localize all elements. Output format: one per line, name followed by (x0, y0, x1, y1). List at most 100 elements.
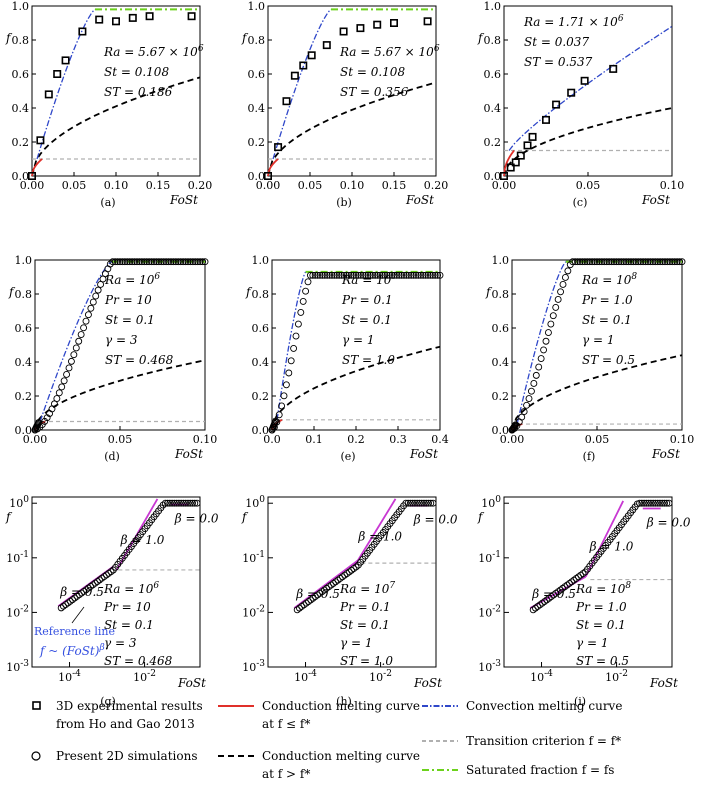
experimental-marker-icon (32, 701, 41, 710)
simulation-point (107, 568, 115, 576)
simulation-point (138, 258, 146, 266)
simulation-point (661, 258, 669, 266)
reference-line-label: Reference line (34, 625, 115, 638)
simulation-point (278, 402, 286, 410)
conduction-curve-high (267, 81, 437, 177)
simulation-point (557, 288, 565, 296)
legend-label: Present 2D simulations (56, 749, 197, 763)
simulation-point (170, 499, 178, 507)
conduction-curve-high (34, 359, 206, 431)
experimental-point (44, 90, 53, 99)
simulation-point (87, 583, 95, 590)
simulation-point (622, 258, 630, 266)
simulation-point (109, 258, 117, 266)
simulation-point (559, 281, 567, 288)
simulation-point (402, 271, 410, 279)
convection-curve (276, 271, 307, 420)
simulation-point (345, 568, 353, 576)
x-tick-label: 0.00 (500, 433, 525, 446)
simulation-point (661, 499, 668, 507)
simulation-point (535, 363, 543, 371)
y-axis-label: f (5, 31, 13, 45)
simulation-point (629, 258, 637, 266)
beta-label: β = 0.5 (59, 585, 104, 599)
simulation-point (72, 344, 80, 352)
beta-label: β = 0.0 (646, 516, 691, 530)
simulation-point (422, 499, 430, 507)
x-tick-label: 10-4 (294, 669, 317, 684)
x-axis-label: FoSt (651, 447, 680, 461)
simulation-marker-icon (31, 751, 41, 761)
simulation-point (542, 337, 550, 345)
simulation-point (121, 258, 129, 266)
simulation-point (570, 576, 578, 584)
x-tick-label: 0.1 (305, 433, 323, 446)
parameter-annotation: Ra = 1.71 × 106 (523, 14, 624, 29)
parameter-annotation: Ra = 5.67 × 106 (339, 44, 440, 59)
conduction-curve-low (267, 158, 279, 177)
simulation-point (60, 377, 68, 385)
x-tick-label: 10-2 (369, 669, 392, 684)
simulation-point (161, 499, 169, 507)
y-tick-label: 10-1 (242, 550, 265, 565)
experimental-point (528, 132, 537, 141)
simulation-point (292, 332, 300, 340)
y-tick-label: 100 (481, 495, 501, 510)
y-tick-label: 0.4 (252, 356, 270, 369)
y-axis-label: f (5, 510, 13, 524)
simulation-point (429, 499, 437, 507)
simulation-point (659, 258, 667, 266)
simulation-point (608, 258, 616, 266)
simulation-point (559, 584, 567, 592)
experimental-point (511, 158, 520, 167)
simulation-point (651, 258, 659, 266)
simulation-point (575, 573, 582, 581)
x-tick-label: 0.15 (146, 179, 171, 192)
simulation-point (53, 395, 61, 402)
simulation-point (96, 576, 104, 584)
simulation-point (296, 604, 303, 612)
parameter-annotation: ST = 0.186 (104, 85, 173, 99)
simulation-point (290, 344, 298, 352)
beta-label: β = 0.5 (295, 587, 340, 601)
x-tick-label: 0.3 (389, 433, 407, 446)
simulation-point (612, 258, 620, 266)
simulation-point (556, 586, 564, 594)
y-tick-label: 0.0 (484, 170, 502, 183)
simulation-point (80, 324, 88, 332)
y-tick-label: 0.4 (492, 356, 510, 369)
simulation-point (649, 258, 657, 266)
simulation-point (55, 389, 63, 397)
simulation-point (179, 258, 187, 266)
simulation-point (199, 258, 207, 266)
simulation-point (359, 271, 367, 279)
simulation-point (57, 604, 65, 612)
simulation-point (414, 271, 422, 279)
simulation-point (184, 499, 192, 507)
simulation-point (58, 383, 66, 391)
x-axis-label: FoSt (177, 676, 206, 690)
x-tick-label: 0.05 (298, 179, 323, 192)
simulation-point (673, 258, 681, 266)
experimental-point (389, 18, 398, 27)
experimental-point (27, 172, 36, 181)
panel-label: (b) (336, 196, 352, 209)
experimental-point (506, 163, 515, 172)
simulation-point (530, 379, 538, 387)
simulation-point (105, 569, 113, 577)
simulation-point (302, 599, 310, 607)
conduction-curve-low (503, 149, 515, 177)
x-tick-label: 0.00 (20, 179, 45, 192)
simulation-point (103, 571, 110, 579)
simulation-point (186, 258, 194, 266)
simulation-point (311, 271, 319, 279)
simulation-point (91, 579, 99, 587)
panel-label: (h) (336, 695, 352, 708)
simulation-point (595, 258, 603, 266)
simulation-point (87, 304, 95, 312)
simulation-point (625, 258, 633, 266)
parameter-annotation: St = 0.1 (582, 313, 632, 327)
simulation-point (512, 421, 520, 429)
experimental-point (322, 41, 331, 50)
experimental-point (78, 27, 87, 36)
